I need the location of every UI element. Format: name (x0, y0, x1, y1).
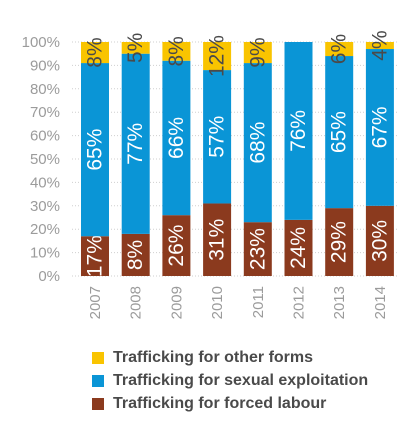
data-label: 68% (246, 122, 269, 164)
y-tick-label: 40% (30, 174, 60, 191)
x-axis: 2007 2008 2009 2010 2011 2012 2013 2014 (87, 286, 389, 319)
data-label: 12% (206, 35, 229, 77)
data-label: 29% (328, 221, 351, 263)
legend-swatch (92, 374, 104, 387)
data-label: 65% (84, 129, 107, 171)
x-tick-label: 2010 (209, 286, 226, 319)
data-label: 17% (84, 235, 107, 277)
bar-segment (81, 63, 109, 237)
legend-item: Trafficking for sexual exploitation (92, 369, 368, 392)
x-tick-label: 2011 (250, 286, 267, 318)
bars: 17% 65% 8% 8% 77% 5% 26% 66% 8% 31% 57% 12% 23% 68% 9%… (81, 30, 394, 277)
bar-segment (243, 222, 272, 276)
bar-segment (121, 53, 150, 234)
stacked-bar-chart: 0% 10% 20% 30% 40% 50% 60% 70% 80% 90% 100% 17% 65%… (22, 30, 398, 319)
bar-segment (81, 236, 109, 276)
bar-segment (81, 42, 109, 64)
y-tick-label: 30% (30, 198, 60, 215)
data-label: 57% (206, 116, 229, 158)
x-tick-label: 2014 (372, 286, 389, 319)
x-tick-label: 2008 (128, 286, 145, 319)
bar-segment (284, 42, 313, 220)
bar-segment (203, 203, 232, 276)
data-label: 24% (287, 227, 310, 269)
data-label: 8% (84, 37, 107, 67)
y-tick-label: 20% (30, 221, 60, 238)
bar-segment (325, 208, 354, 276)
y-tick-label: 0% (38, 268, 60, 285)
data-label: 9% (246, 37, 269, 67)
data-label: 66% (165, 117, 188, 159)
y-tick-label: 90% (30, 57, 60, 74)
data-label: 67% (368, 106, 391, 148)
legend-swatch (92, 397, 104, 410)
bar-segment (203, 70, 232, 204)
bar-segment (162, 42, 191, 61)
bar-segment (325, 42, 354, 57)
data-label: 4% (368, 30, 391, 60)
x-tick-label: 2013 (331, 286, 348, 319)
y-tick-label: 70% (30, 104, 60, 121)
legend-item: Trafficking for forced labour (92, 392, 368, 415)
data-label: 6% (328, 34, 351, 64)
bar-segment (121, 233, 150, 276)
data-label: 26% (165, 225, 188, 267)
y-tick-label: 60% (30, 128, 60, 145)
data-label: 30% (368, 220, 391, 262)
bar-segment (365, 205, 394, 276)
y-tick-label: 100% (22, 34, 60, 51)
bar-segment (162, 215, 191, 276)
y-axis: 0% 10% 20% 30% 40% 50% 60% 70% 80% 90% 100% (22, 34, 60, 285)
x-tick-label: 2009 (168, 286, 185, 319)
legend-swatch (92, 351, 104, 364)
y-tick-label: 80% (30, 81, 60, 98)
data-label: 31% (206, 219, 229, 261)
bar-segment (203, 42, 232, 71)
bar-segment (162, 60, 191, 216)
legend-item: Trafficking for other forms (92, 346, 368, 369)
legend-label: Trafficking for other forms (113, 348, 314, 366)
data-label: 8% (165, 36, 188, 66)
x-tick-label: 2007 (87, 286, 104, 319)
data-label: 5% (124, 33, 147, 63)
y-tick-label: 50% (30, 151, 60, 168)
bar-segment (365, 49, 394, 206)
bar-segment (121, 42, 150, 54)
data-label: 23% (246, 228, 269, 270)
legend-label: Trafficking for sexual exploitation (113, 371, 369, 389)
bar-segment (243, 42, 272, 64)
legend: Trafficking for other forms Trafficking f… (92, 346, 368, 415)
y-tick-label: 10% (30, 245, 60, 262)
data-label: 65% (328, 111, 351, 153)
data-label: 77% (124, 123, 147, 165)
data-label: 76% (287, 110, 310, 152)
bar-segment (284, 219, 313, 276)
bar-segment (325, 56, 354, 209)
x-tick-label: 2012 (291, 286, 308, 319)
bar-segment (365, 42, 394, 50)
bar-segment (243, 63, 272, 223)
legend-label: Trafficking for forced labour (113, 394, 327, 412)
data-label: 8% (124, 240, 147, 270)
